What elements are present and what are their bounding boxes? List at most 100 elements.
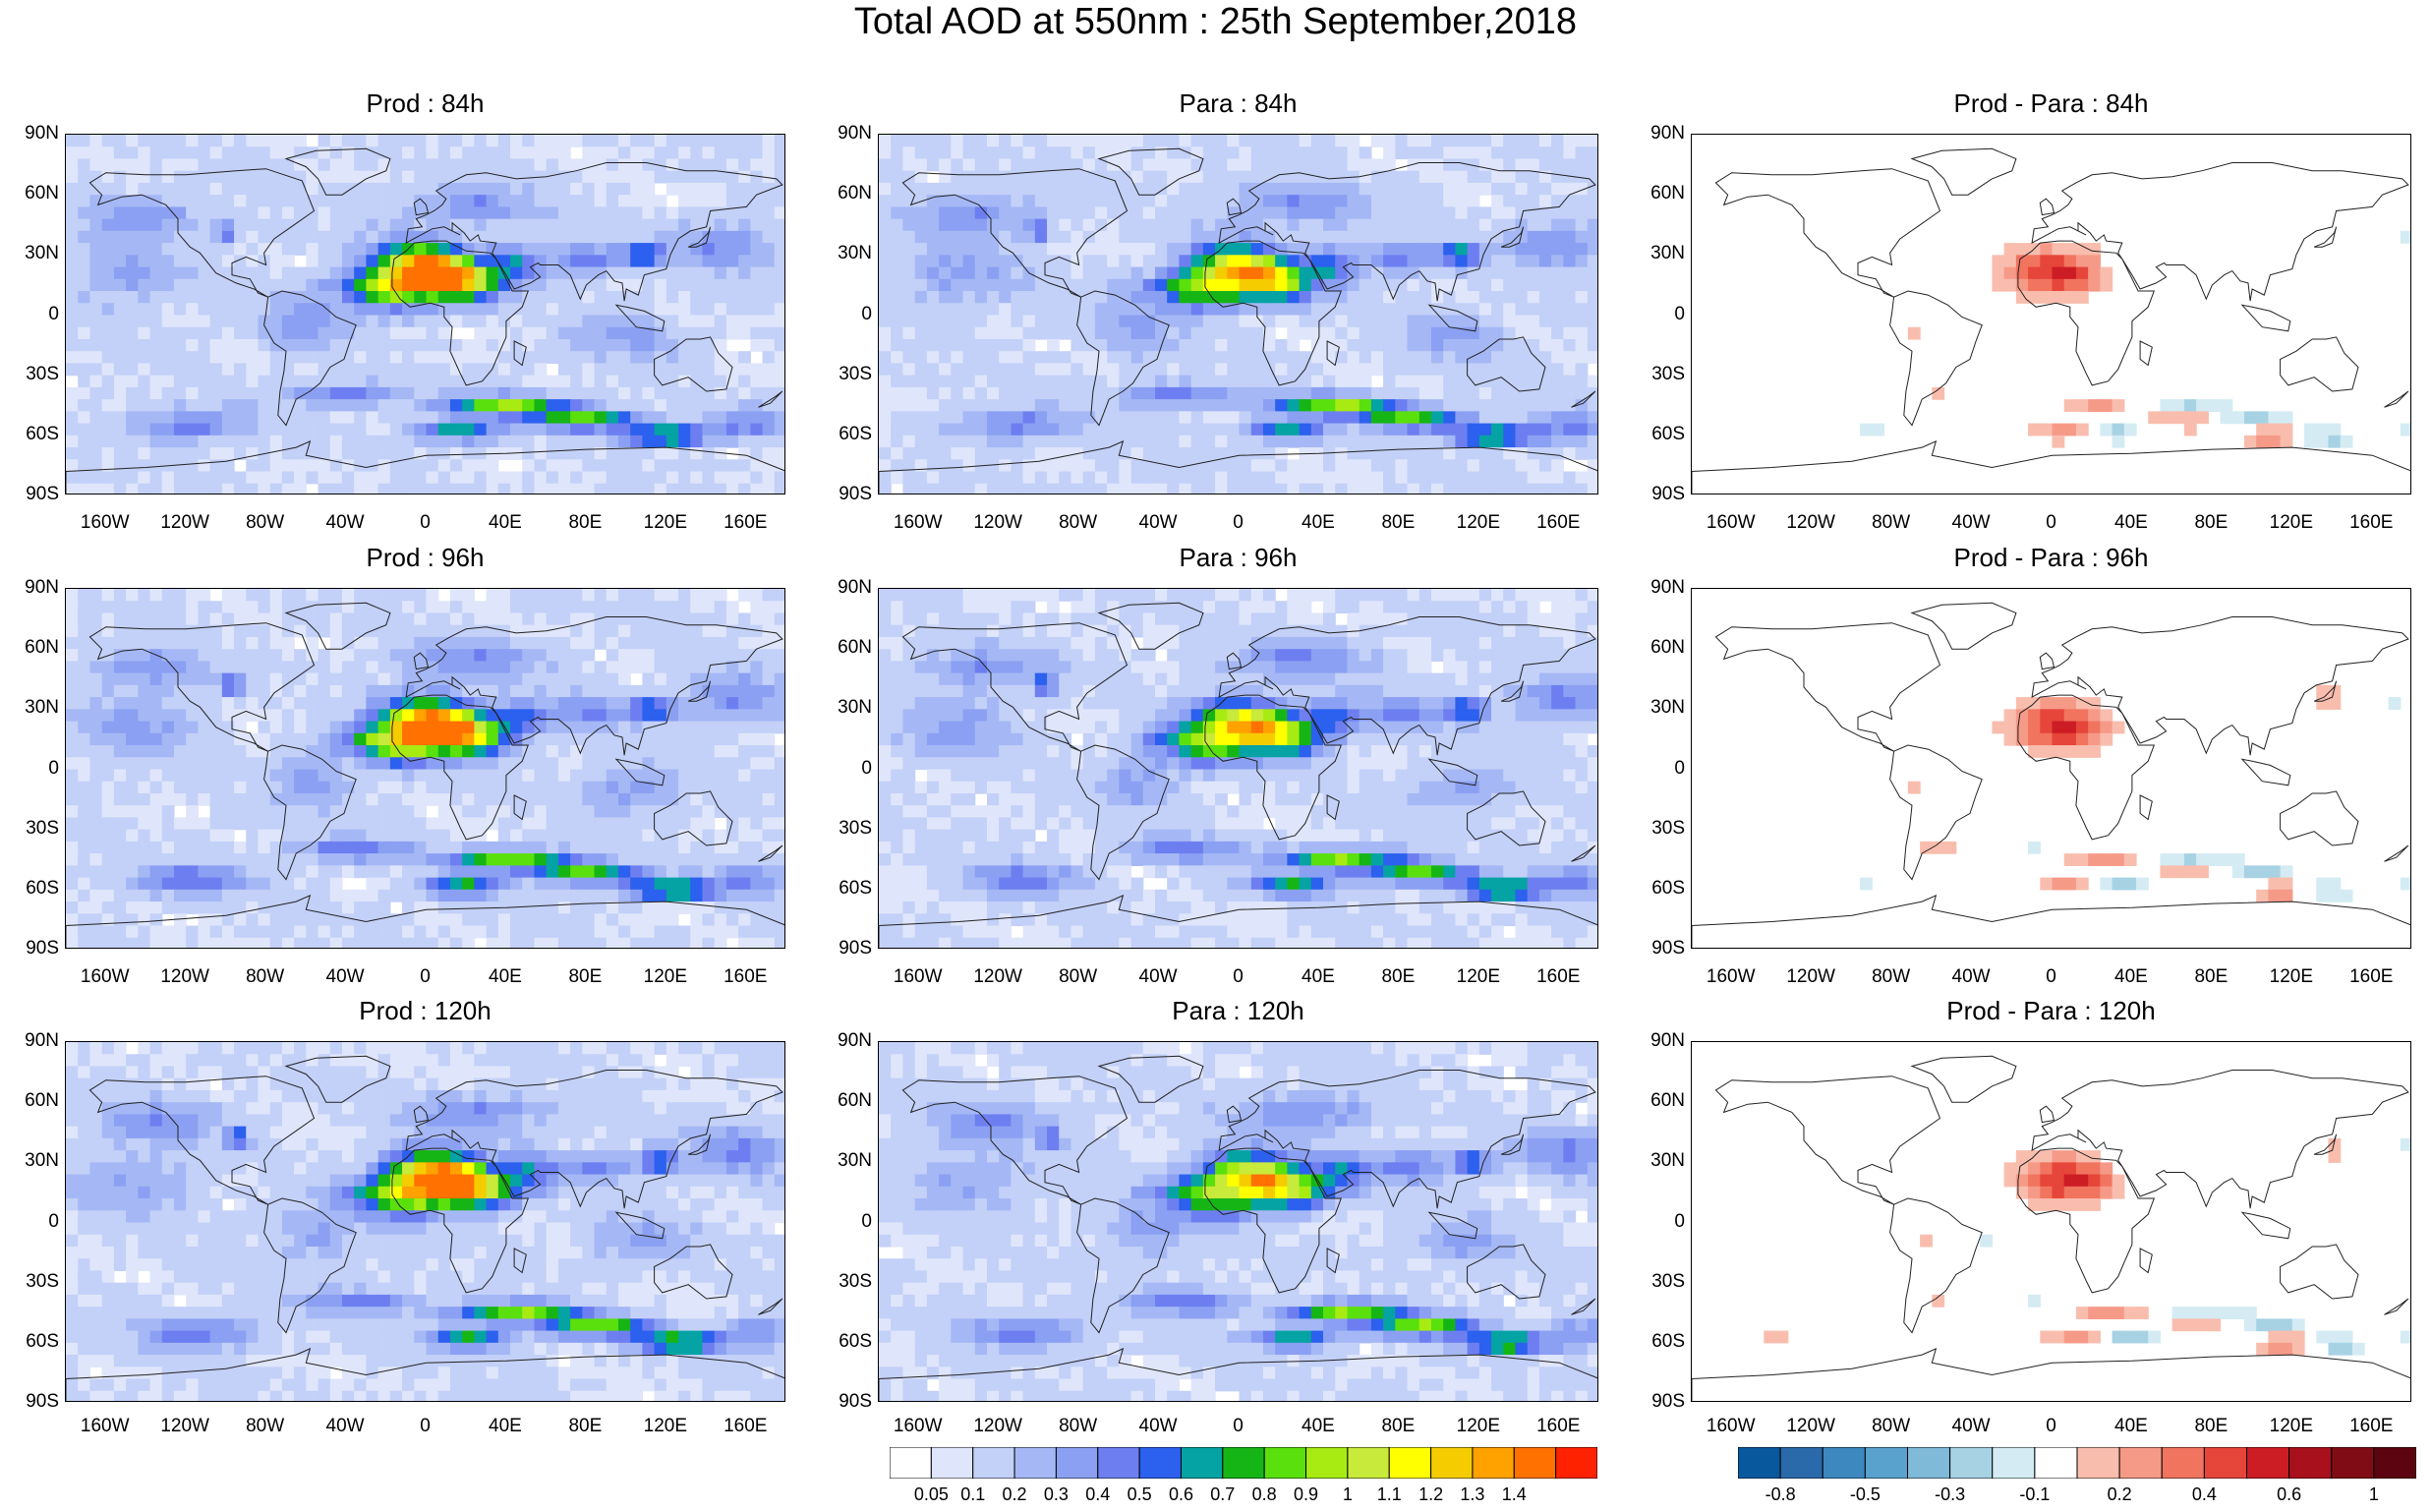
longitude-label: 120W <box>1776 1416 1845 1437</box>
colorbar-swatch <box>1738 1447 1780 1479</box>
longitude-label: 160W <box>884 1416 953 1437</box>
latitude-label: 90N <box>813 1030 872 1052</box>
colorbar-swatch <box>1306 1447 1348 1479</box>
longitude-label: 80E <box>550 1416 619 1437</box>
colorbar-swatch <box>1865 1447 1907 1479</box>
latitude-label: 90N <box>0 577 59 599</box>
figure-title: Total AOD at 550nm : 25th September,2018 <box>0 2 2431 41</box>
longitude-label: 80W <box>1044 966 1113 988</box>
longitude-label: 160W <box>884 966 953 988</box>
latitude-label: 30N <box>813 243 872 264</box>
colorbar-swatch <box>2374 1447 2416 1479</box>
latitude-label: 60S <box>1626 878 1685 900</box>
world-map <box>1691 588 2411 949</box>
longitude-label: 80E <box>550 512 619 534</box>
colorbar-tick-label: 1.4 <box>1484 1484 1543 1505</box>
latitude-label: 60S <box>813 1331 872 1353</box>
longitude-label: 160W <box>1697 1416 1765 1437</box>
longitude-label: 120E <box>1444 512 1513 534</box>
coastlines <box>1692 148 2411 494</box>
longitude-label: 0 <box>1204 966 1273 988</box>
latitude-label: 30S <box>0 364 59 385</box>
aod-field <box>66 589 785 949</box>
latitude-label: 60N <box>0 1090 59 1112</box>
colorbar-tick-label: -0.5 <box>1835 1484 1894 1505</box>
longitude-label: 120E <box>2257 512 2326 534</box>
aod-field <box>879 589 1598 949</box>
colorbar-swatch <box>2035 1447 2077 1479</box>
colorbar-swatch <box>1514 1447 1555 1479</box>
longitude-label: 40W <box>1124 1416 1192 1437</box>
colorbar-swatch <box>1908 1447 1950 1479</box>
longitude-label: 80W <box>231 966 300 988</box>
longitude-label: 120W <box>963 966 1032 988</box>
longitude-label: 40E <box>471 966 540 988</box>
longitude-label: 0 <box>391 966 460 988</box>
colorbar-tick-label: 0.6 <box>2260 1484 2319 1505</box>
longitude-label: 40W <box>1937 512 2005 534</box>
latitude-label: 90S <box>1626 484 1685 505</box>
latitude-label: 0 <box>0 304 59 325</box>
latitude-label: 60S <box>1626 424 1685 445</box>
longitude-label: 0 <box>1204 1416 1273 1437</box>
longitude-label: 160E <box>711 1416 780 1437</box>
longitude-label: 0 <box>391 1416 460 1437</box>
world-map <box>1691 1041 2411 1402</box>
colorbar-swatch <box>2289 1447 2332 1479</box>
panel-title: Prod - Para : 96h <box>1691 543 2411 572</box>
latitude-label: 30S <box>813 818 872 840</box>
longitude-label: 160E <box>2337 966 2405 988</box>
longitude-label: 160W <box>1697 512 1765 534</box>
panel-title: Prod : 96h <box>65 543 785 572</box>
latitude-label: 0 <box>1626 758 1685 780</box>
colorbar-swatch <box>1389 1447 1430 1479</box>
aod-field <box>879 1042 1598 1402</box>
panel-title: Para : 96h <box>878 543 1598 572</box>
longitude-label: 120W <box>150 1416 219 1437</box>
latitude-label: 30S <box>0 1271 59 1293</box>
longitude-label: 120W <box>963 1416 1032 1437</box>
colorbar-tick-label: -0.8 <box>1751 1484 1810 1505</box>
panel-title: Para : 120h <box>878 996 1598 1025</box>
latitude-label: 60N <box>1626 1090 1685 1112</box>
latitude-label: 30N <box>1626 243 1685 264</box>
latitude-label: 90N <box>1626 123 1685 145</box>
colorbar-swatch <box>1473 1447 1514 1479</box>
aod-field <box>66 135 785 494</box>
colorbar-swatch <box>1223 1447 1264 1479</box>
latitude-label: 30N <box>0 243 59 264</box>
longitude-label: 0 <box>2017 1416 2086 1437</box>
colorbar-swatch <box>2077 1447 2119 1479</box>
latitude-label: 90S <box>0 938 59 960</box>
latitude-label: 0 <box>1626 1211 1685 1233</box>
longitude-label: 0 <box>1204 512 1273 534</box>
latitude-label: 90N <box>813 123 872 145</box>
world-map <box>65 134 785 494</box>
longitude-label: 40W <box>311 512 379 534</box>
longitude-label: 80W <box>231 512 300 534</box>
latitude-label: 30N <box>1626 697 1685 719</box>
longitude-label: 120E <box>631 1416 700 1437</box>
latitude-label: 90N <box>0 1030 59 1052</box>
colorbar-swatch <box>973 1447 1014 1479</box>
latitude-label: 60N <box>0 183 59 204</box>
world-map <box>1691 134 2411 494</box>
panel-title: Prod : 84h <box>65 88 785 118</box>
colorbar-swatch <box>2119 1447 2162 1479</box>
latitude-label: 0 <box>813 1211 872 1233</box>
colorbar-swatch <box>1823 1447 1865 1479</box>
latitude-label: 30N <box>0 697 59 719</box>
panel-title: Prod - Para : 84h <box>1691 88 2411 118</box>
longitude-label: 40E <box>2097 966 2166 988</box>
longitude-label: 80E <box>2176 512 2245 534</box>
colorbar-swatch <box>1993 1447 2035 1479</box>
longitude-label: 40E <box>471 512 540 534</box>
difference-field <box>1860 685 2411 902</box>
longitude-label: 120E <box>631 512 700 534</box>
colorbar-swatch <box>1139 1447 1181 1479</box>
colorbar-swatch <box>1431 1447 1473 1479</box>
